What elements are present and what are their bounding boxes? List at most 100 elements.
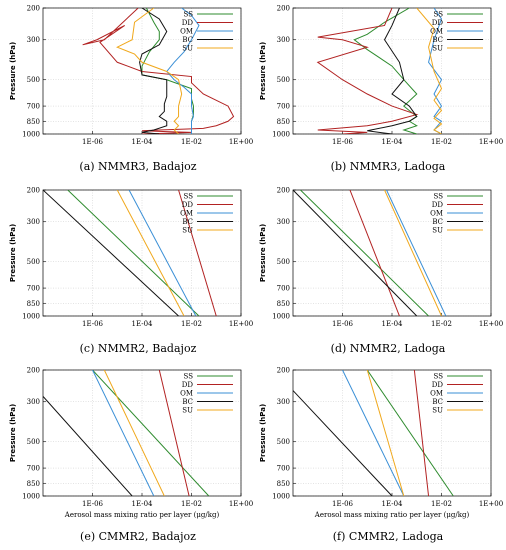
legend-label-ss: SS	[184, 373, 194, 381]
legend-label-om: OM	[180, 210, 193, 218]
y-tick-label: 700	[27, 285, 40, 293]
chart-panel: 1E-06 1E-04 1E-02 1E+00 200 300 500 700 850 1000 P…	[259, 5, 503, 174]
y-axis-label: Pressure (hPa)	[259, 42, 267, 100]
y-tick-label: 700	[27, 103, 40, 111]
legend-label-dd: DD	[432, 381, 444, 389]
x-tick-label: 1E-02	[181, 320, 202, 328]
y-tick-label: 200	[27, 187, 40, 195]
legend-label-om: OM	[430, 210, 443, 218]
series-line-bc	[367, 8, 418, 134]
x-tick-label: 1E-04	[382, 500, 404, 508]
x-tick-label: 1E-06	[82, 320, 104, 328]
legend-label-bc: BC	[432, 398, 443, 406]
series-line-om	[428, 8, 443, 134]
series-line-dd	[82, 8, 235, 134]
series-line-dd	[158, 370, 190, 496]
chart-panel: 1E-06 1E-04 1E-02 1E+00 200 300 500 700 850 1000 P…	[9, 367, 253, 544]
y-tick-label: 200	[277, 187, 290, 195]
x-tick-label: 1E+00	[229, 500, 253, 508]
y-tick-label: 300	[27, 36, 40, 44]
x-tick-label: 1E+00	[229, 320, 253, 328]
y-tick-label: 700	[27, 465, 40, 473]
legend-label-om: OM	[430, 28, 443, 36]
y-axis-label: Pressure (hPa)	[9, 224, 17, 282]
x-tick-label: 1E-04	[382, 320, 404, 328]
series-line-bc	[43, 190, 179, 316]
panel-caption: (e) CMMR2, Badajoz	[80, 530, 196, 543]
y-tick-label: 500	[277, 76, 290, 84]
legend-label-ss: SS	[184, 193, 194, 201]
x-axis-label: Aerosol mass mixing ratio per layer (μg/…	[64, 511, 220, 519]
x-tick-label: 1E-02	[181, 500, 202, 508]
x-tick-label: 1E+00	[479, 138, 503, 146]
series-line-bc	[43, 396, 133, 496]
x-tick-label: 1E-02	[181, 138, 202, 146]
x-tick-label: 1E-04	[132, 320, 154, 328]
y-tick-label: 200	[277, 367, 290, 375]
legend-label-su: SU	[432, 227, 443, 235]
series-line-ss	[353, 8, 418, 134]
y-axis-label: Pressure (hPa)	[259, 404, 267, 462]
panel-caption: (a) NMMR3, Badajoz	[79, 160, 196, 173]
y-tick-label: 850	[27, 118, 40, 126]
y-tick-label: 1000	[22, 493, 40, 501]
y-tick-label: 1000	[272, 313, 290, 321]
y-tick-label: 500	[27, 258, 40, 266]
panel-caption: (b) NMMR3, Ladoga	[331, 160, 446, 173]
x-tick-label: 1E-02	[431, 500, 452, 508]
legend-label-bc: BC	[182, 398, 193, 406]
series-line-bc	[139, 8, 168, 134]
x-tick-label: 1E-02	[431, 138, 452, 146]
series-line-su	[116, 190, 185, 316]
legend-label-dd: DD	[432, 19, 444, 27]
panel-caption: (c) NMMR2, Badajoz	[80, 342, 197, 355]
legend-label-su: SU	[432, 45, 443, 53]
x-tick-label: 1E-06	[332, 138, 354, 146]
series-line-dd	[316, 8, 419, 134]
legend-label-dd: DD	[182, 201, 194, 209]
y-tick-label: 1000	[22, 313, 40, 321]
x-tick-label: 1E+00	[479, 500, 503, 508]
series-line-su	[366, 370, 405, 496]
y-tick-label: 850	[277, 118, 290, 126]
legend-label-bc: BC	[182, 36, 193, 44]
series-line-ss	[300, 190, 429, 316]
x-tick-label: 1E-06	[82, 500, 104, 508]
x-tick-label: 1E-04	[132, 500, 154, 508]
y-tick-label: 500	[277, 438, 290, 446]
x-tick-label: 1E-04	[382, 138, 404, 146]
y-axis-label: Pressure (hPa)	[9, 404, 17, 462]
legend-label-bc: BC	[432, 218, 443, 226]
y-tick-label: 850	[277, 480, 290, 488]
y-tick-label: 300	[277, 36, 290, 44]
y-tick-label: 200	[277, 5, 290, 13]
y-tick-label: 850	[27, 300, 40, 308]
x-tick-label: 1E-06	[332, 320, 354, 328]
x-tick-label: 1E+00	[229, 138, 253, 146]
legend-label-bc: BC	[432, 36, 443, 44]
legend-label-su: SU	[182, 45, 193, 53]
y-tick-label: 300	[277, 398, 290, 406]
legend-label-ss: SS	[184, 11, 194, 19]
series-line-om	[92, 370, 155, 496]
series-line-dd	[413, 370, 430, 496]
x-axis-label: Aerosol mass mixing ratio per layer (μg/…	[314, 511, 470, 519]
series-line-bc	[293, 190, 418, 316]
series-line-su	[116, 8, 183, 134]
y-tick-label: 700	[277, 465, 290, 473]
series-line-dd	[178, 190, 217, 316]
legend-label-dd: DD	[182, 381, 194, 389]
y-tick-label: 300	[277, 218, 290, 226]
series-line-om	[128, 190, 197, 316]
y-tick-label: 700	[277, 103, 290, 111]
series-line-om	[342, 370, 405, 496]
series-line-ss	[92, 370, 210, 496]
legend-label-ss: SS	[434, 373, 444, 381]
series-line-om	[166, 8, 200, 134]
y-tick-label: 1000	[272, 131, 290, 139]
y-tick-label: 1000	[272, 493, 290, 501]
legend-label-bc: BC	[182, 218, 193, 226]
x-tick-label: 1E-06	[332, 500, 354, 508]
x-tick-label: 1E-04	[132, 138, 154, 146]
y-tick-label: 300	[27, 398, 40, 406]
